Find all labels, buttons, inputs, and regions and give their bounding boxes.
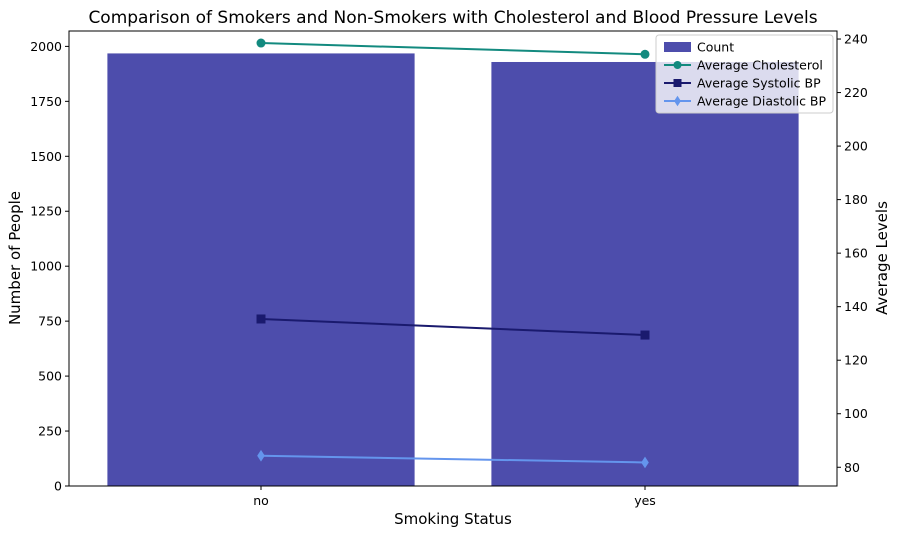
x-tick-label: yes <box>634 493 656 508</box>
plot-frame <box>68 30 838 487</box>
data-point <box>257 449 265 462</box>
legend-entry-4: Average Diastolic BP <box>664 94 826 109</box>
series-line <box>260 42 646 56</box>
left-tick-label: 0 <box>54 479 62 494</box>
right-y-axis: 80 100 120 140 160 180 200 220 240 <box>837 32 868 475</box>
legend-label: Average Systolic BP <box>697 76 821 91</box>
x-tick-label: no <box>253 493 269 508</box>
right-tick-label: 140 <box>844 299 868 314</box>
left-tick-label: 1000 <box>30 259 62 274</box>
legend-label: Average Cholesterol <box>697 58 823 73</box>
left-tick-label: 1500 <box>30 149 62 164</box>
right-tick-label: 100 <box>844 406 868 421</box>
right-tick-label: 180 <box>844 192 868 207</box>
x-axis: no yes <box>253 486 656 508</box>
left-tick-label: 1750 <box>30 94 62 109</box>
left-tick-label: 250 <box>38 424 62 439</box>
left-y-axis-label: Number of People <box>6 191 24 325</box>
data-point <box>640 49 650 59</box>
series-line <box>260 317 646 337</box>
line-series-3 <box>257 449 649 469</box>
legend-swatch-marker <box>673 79 682 87</box>
legend-entry-3: Average Systolic BP <box>664 76 821 91</box>
bar-yes <box>491 61 799 487</box>
right-y-axis-label: Average Levels <box>873 201 891 315</box>
data-point <box>641 456 649 469</box>
left-tick-label: 1250 <box>30 204 62 219</box>
legend-swatch-marker <box>674 95 681 107</box>
legend-box <box>655 34 834 114</box>
legend-entry-2: Average Cholesterol <box>664 58 823 73</box>
left-y-axis: 0 250 500 750 1000 1250 1500 1750 2000 <box>30 39 69 494</box>
left-tick-label: 750 <box>38 314 62 329</box>
legend-entry-1: Count <box>664 40 734 55</box>
line-series-1 <box>256 38 650 59</box>
bar-series <box>107 53 799 487</box>
right-tick-label: 80 <box>844 460 860 475</box>
legend-swatch <box>664 42 691 52</box>
data-point <box>256 314 266 324</box>
right-tick-label: 220 <box>844 85 868 100</box>
series-line <box>260 454 646 464</box>
left-tick-label: 500 <box>38 369 62 384</box>
legend: Count Average Cholesterol Average Systolic… <box>655 34 834 114</box>
legend-label: Average Diastolic BP <box>697 94 826 109</box>
x-axis-label: Smoking Status <box>394 510 512 528</box>
right-tick-label: 200 <box>844 139 868 154</box>
line-series-group <box>256 38 650 469</box>
right-tick-label: 160 <box>844 246 868 261</box>
legend-swatch-marker <box>673 61 682 69</box>
legend-label: Count <box>697 40 734 55</box>
right-tick-label: 240 <box>844 32 868 47</box>
data-point <box>256 38 266 48</box>
data-point <box>640 330 650 340</box>
right-tick-label: 120 <box>844 353 868 368</box>
chart-title: Comparison of Smokers and Non-Smokers wi… <box>88 8 817 28</box>
left-tick-label: 2000 <box>30 39 62 54</box>
bar-no <box>107 53 415 486</box>
line-series-2 <box>256 314 650 340</box>
